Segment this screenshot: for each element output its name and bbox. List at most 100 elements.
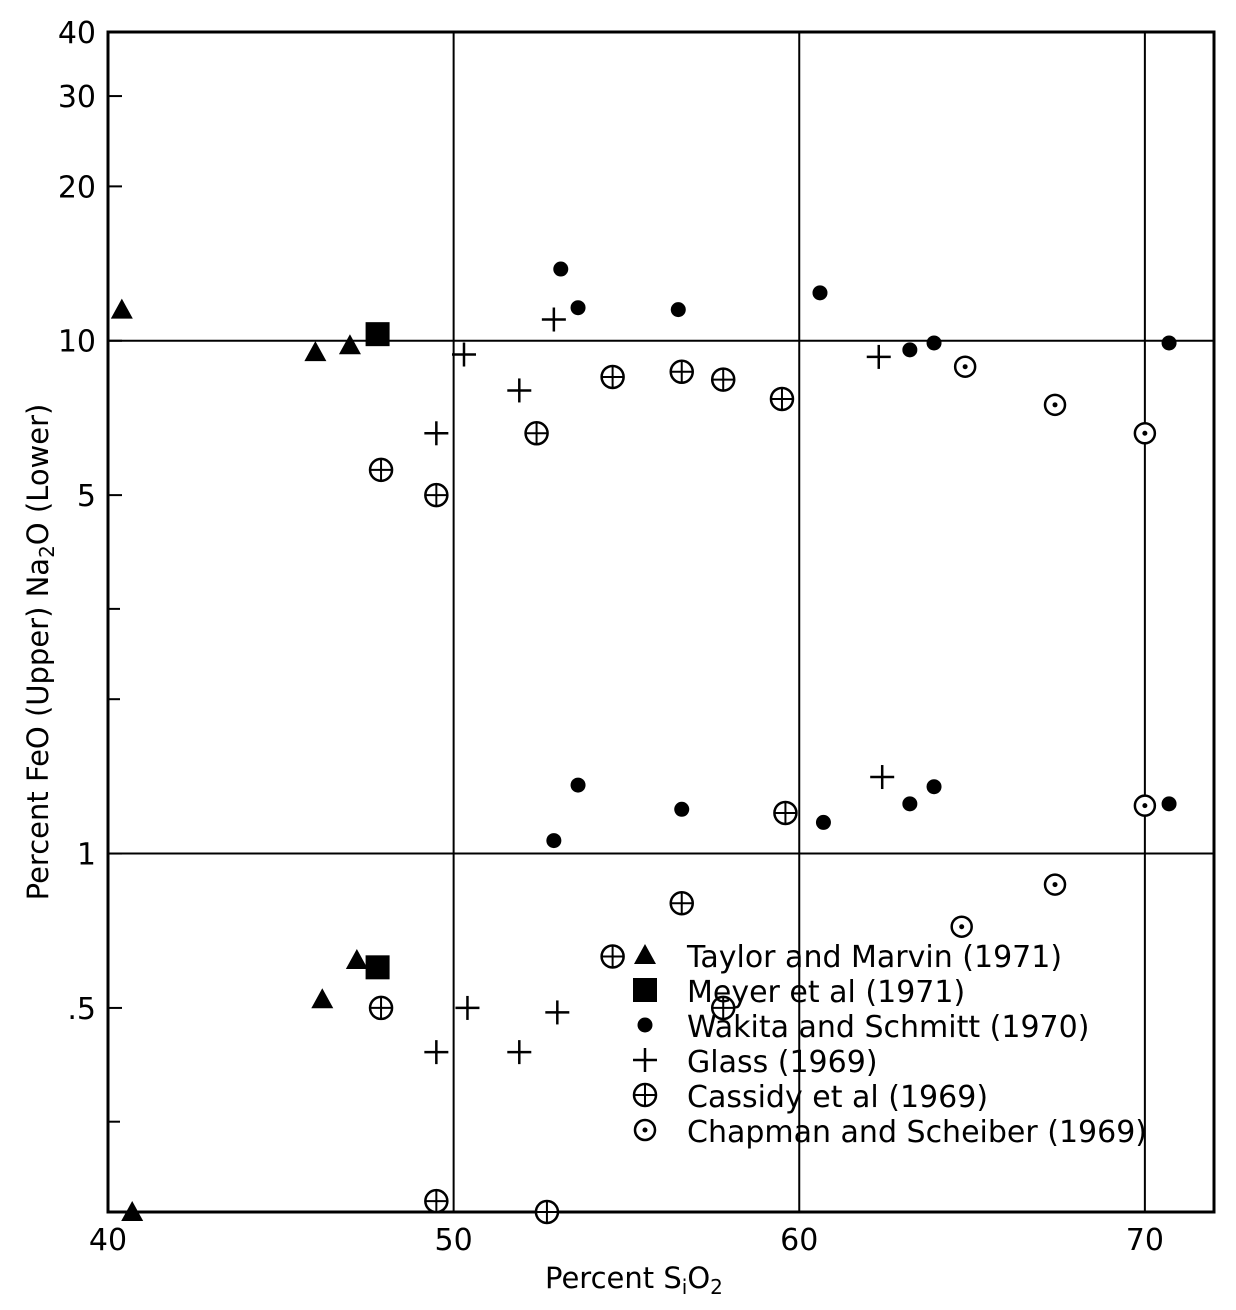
y-tick-label: 40 bbox=[58, 16, 96, 51]
legend-label: Meyer et al (1971) bbox=[687, 975, 965, 1010]
series-plus bbox=[424, 307, 895, 1065]
series-dot bbox=[546, 261, 1177, 849]
circle-plus-marker bbox=[524, 421, 549, 446]
plus-marker bbox=[451, 342, 476, 367]
triangle-marker bbox=[338, 334, 361, 355]
y-tick-label: .5 bbox=[67, 992, 96, 1027]
triangle-marker bbox=[304, 341, 327, 362]
circle-plus-marker bbox=[424, 1188, 449, 1214]
legend-entry: Cassidy et al (1969) bbox=[632, 1080, 988, 1115]
dot-marker bbox=[637, 1017, 653, 1033]
y-axis-title: Percent FeO (Upper) Na2O (Lower) bbox=[21, 404, 59, 901]
legend-entry: Meyer et al (1971) bbox=[633, 975, 965, 1010]
circle-plus-marker bbox=[710, 367, 736, 392]
grid-lines bbox=[108, 32, 1214, 1212]
plus-marker bbox=[633, 1048, 657, 1072]
circle-dot-marker bbox=[633, 1118, 657, 1142]
x-tick-label: 70 bbox=[1126, 1223, 1164, 1258]
circle-plus-marker bbox=[769, 386, 795, 412]
circle-dot-marker bbox=[1043, 393, 1067, 417]
x-axis-title: Percent SiO2 bbox=[545, 1261, 723, 1299]
x-tick-label: 60 bbox=[780, 1223, 818, 1258]
dot-marker bbox=[546, 833, 562, 849]
circle-plus-marker bbox=[710, 995, 736, 1021]
x-axis-title-subscript: 2 bbox=[710, 1275, 723, 1299]
square-marker bbox=[365, 955, 390, 980]
dot-marker bbox=[902, 342, 918, 358]
circle-dot-marker bbox=[1133, 794, 1157, 817]
circle-plus-marker bbox=[600, 944, 625, 969]
plus-marker bbox=[424, 421, 449, 446]
triangle-marker bbox=[634, 944, 656, 964]
square-marker bbox=[633, 978, 657, 1002]
plus-marker bbox=[455, 995, 480, 1020]
y-tick-label: 10 bbox=[58, 325, 96, 360]
legend-entry: Glass (1969) bbox=[633, 1045, 878, 1080]
circle-dot-center bbox=[1052, 882, 1058, 888]
legend-label: Glass (1969) bbox=[687, 1045, 878, 1080]
x-tick-label: 40 bbox=[89, 1223, 127, 1258]
y-axis-title-subscript: 2 bbox=[35, 545, 59, 558]
circle-plus-marker bbox=[773, 800, 798, 826]
circle-plus-marker bbox=[669, 891, 694, 916]
y-tick-label: 20 bbox=[58, 170, 96, 205]
dot-marker bbox=[570, 777, 586, 793]
circle-dot-center bbox=[959, 924, 965, 930]
x-axis-title-part: O bbox=[687, 1261, 710, 1295]
circle-plus-marker bbox=[368, 995, 394, 1021]
circle-plus-marker bbox=[669, 359, 694, 385]
triangle-marker bbox=[110, 298, 133, 319]
square-marker bbox=[365, 322, 390, 347]
axis-tick-labels: 40 50 60 70 40 30 20 10 5 1 .5 bbox=[58, 16, 1164, 1258]
plot-frame bbox=[106, 30, 1216, 1214]
x-tick-label: 50 bbox=[435, 1223, 473, 1258]
plus-marker bbox=[866, 344, 891, 369]
y-tick-label: 1 bbox=[77, 838, 96, 873]
dot-marker bbox=[674, 801, 690, 817]
circle-dot-marker bbox=[953, 355, 977, 378]
plus-marker bbox=[545, 1000, 570, 1025]
legend-entry: Taylor and Marvin (1971) bbox=[634, 940, 1062, 975]
circle-dot-center bbox=[1142, 430, 1148, 436]
circle-dot-center bbox=[642, 1127, 648, 1133]
y-axis-title-part: Percent FeO (Upper) Na bbox=[21, 558, 55, 900]
plus-marker bbox=[424, 1040, 449, 1065]
dot-marker bbox=[1161, 335, 1177, 351]
dot-marker bbox=[670, 302, 686, 318]
y-tick-label: 30 bbox=[58, 80, 96, 115]
legend-label: Chapman and Scheiber (1969) bbox=[687, 1115, 1147, 1150]
circle-plus-marker bbox=[534, 1199, 560, 1225]
triangle-marker bbox=[311, 988, 334, 1009]
series-square bbox=[365, 322, 390, 980]
series-circle-plus bbox=[368, 359, 798, 1225]
triangle-marker bbox=[121, 1201, 144, 1221]
dot-marker bbox=[902, 796, 918, 812]
y-tick-label: 5 bbox=[77, 479, 96, 514]
x-axis-title-part: Percent S bbox=[545, 1261, 682, 1295]
circle-plus-marker bbox=[368, 457, 394, 483]
data-markers bbox=[110, 261, 1177, 1225]
dot-marker bbox=[815, 814, 831, 830]
circle-dot-marker bbox=[1043, 873, 1067, 896]
dot-marker bbox=[926, 335, 942, 351]
axis-ticks bbox=[108, 31, 122, 1123]
plus-marker bbox=[870, 765, 895, 790]
series-triangle bbox=[110, 298, 368, 1221]
plus-marker bbox=[541, 307, 566, 332]
circle-dot-marker bbox=[950, 915, 973, 938]
circle-plus-marker bbox=[632, 1082, 658, 1108]
dot-marker bbox=[1161, 796, 1177, 812]
circle-dot-center bbox=[1052, 402, 1058, 408]
dot-marker bbox=[553, 261, 569, 277]
legend-entry: Chapman and Scheiber (1969) bbox=[633, 1115, 1147, 1150]
legend-label: Cassidy et al (1969) bbox=[687, 1080, 988, 1115]
dot-marker bbox=[926, 779, 942, 795]
triangle-marker bbox=[345, 949, 368, 970]
legend-entry: Wakita and Schmitt (1970) bbox=[637, 1010, 1089, 1045]
circle-dot-center bbox=[962, 364, 968, 370]
plus-marker bbox=[507, 1040, 532, 1065]
dot-marker bbox=[812, 285, 828, 301]
series-circle-dot bbox=[950, 355, 1157, 938]
